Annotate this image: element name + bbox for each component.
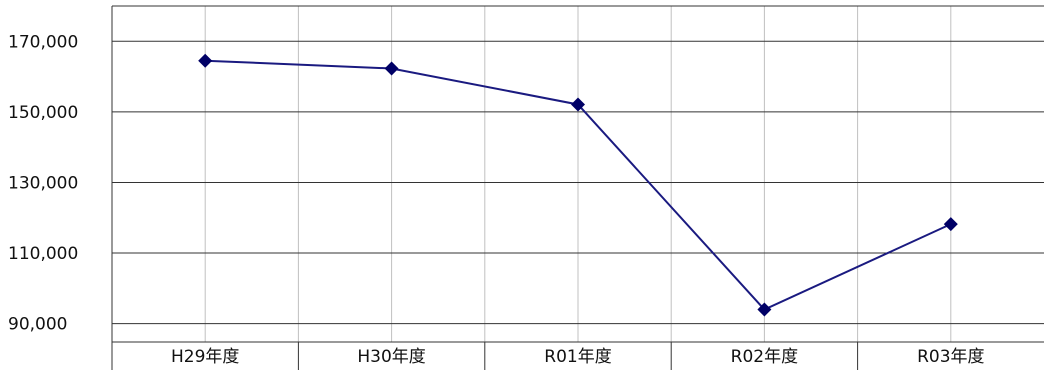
plot-frame (111, 5, 1044, 370)
series-layer (198, 53, 958, 317)
y-tick-label: 130,000 (8, 173, 78, 193)
y-tick-label: 170,000 (8, 32, 78, 52)
data-point-marker (943, 217, 958, 232)
data-point-marker (571, 97, 585, 112)
y-tick-label: 150,000 (8, 103, 78, 123)
x-axis-category-labels: H29年度 H30年度 R01年度 R02年度 R03年度 (171, 347, 985, 367)
y-tick-label: 110,000 (8, 244, 78, 264)
x-category-label: R02年度 (731, 347, 798, 367)
x-category-label: H30年度 (357, 347, 425, 367)
data-point-marker (757, 302, 772, 317)
y-axis-tick-labels: 90,000 110,000 130,000 150,000 170,000 (8, 32, 78, 334)
x-category-label: R03年度 (917, 347, 984, 367)
y-tick-label: 90,000 (8, 315, 67, 335)
vertical-grid (204, 6, 952, 370)
x-category-label: R01年度 (544, 347, 611, 367)
data-point-marker (198, 53, 213, 68)
data-point-marker (384, 61, 399, 76)
x-category-label: H29年度 (171, 347, 239, 367)
